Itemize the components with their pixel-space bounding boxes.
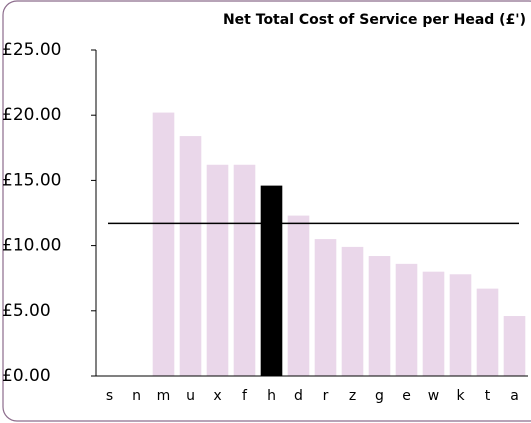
x-tick-label: w: [428, 388, 439, 404]
x-tick-label: z: [349, 388, 356, 404]
bar: [152, 112, 175, 376]
x-tick-label: k: [456, 388, 465, 404]
bar: [449, 274, 472, 376]
y-tick-label: £15.00: [2, 170, 61, 190]
x-tick-label: f: [242, 388, 248, 404]
bar: [368, 256, 391, 376]
y-tick-label: £20.00: [2, 105, 61, 125]
y-tick-label: £0.00: [2, 366, 51, 386]
x-tick-label: u: [186, 388, 195, 404]
x-tick-label: a: [510, 388, 519, 404]
bar: [422, 271, 445, 376]
bar: [260, 185, 283, 376]
x-tick-label: e: [402, 388, 411, 404]
x-tick-label: s: [106, 388, 113, 404]
bar: [233, 164, 256, 376]
x-tick-label: m: [157, 388, 171, 404]
bar: [206, 164, 229, 376]
x-tick-label: n: [132, 388, 141, 404]
x-tick-label: t: [485, 388, 491, 404]
y-tick-label: £5.00: [2, 301, 51, 321]
y-tick-label: £25.00: [2, 40, 61, 60]
bar: [503, 316, 526, 376]
bar: [476, 288, 499, 376]
bar: [314, 239, 337, 376]
bar: [287, 215, 310, 376]
bar: [341, 246, 364, 376]
x-tick-label: x: [213, 388, 221, 404]
x-tick-label: h: [267, 388, 276, 404]
y-tick-label: £10.00: [2, 236, 61, 256]
bar: [179, 136, 202, 376]
bar: [395, 263, 418, 376]
x-tick-label: d: [294, 388, 303, 404]
chart-title: Net Total Cost of Service per Head (£'): [223, 12, 526, 28]
x-tick-label: g: [375, 388, 384, 404]
x-tick-label: r: [323, 388, 329, 404]
